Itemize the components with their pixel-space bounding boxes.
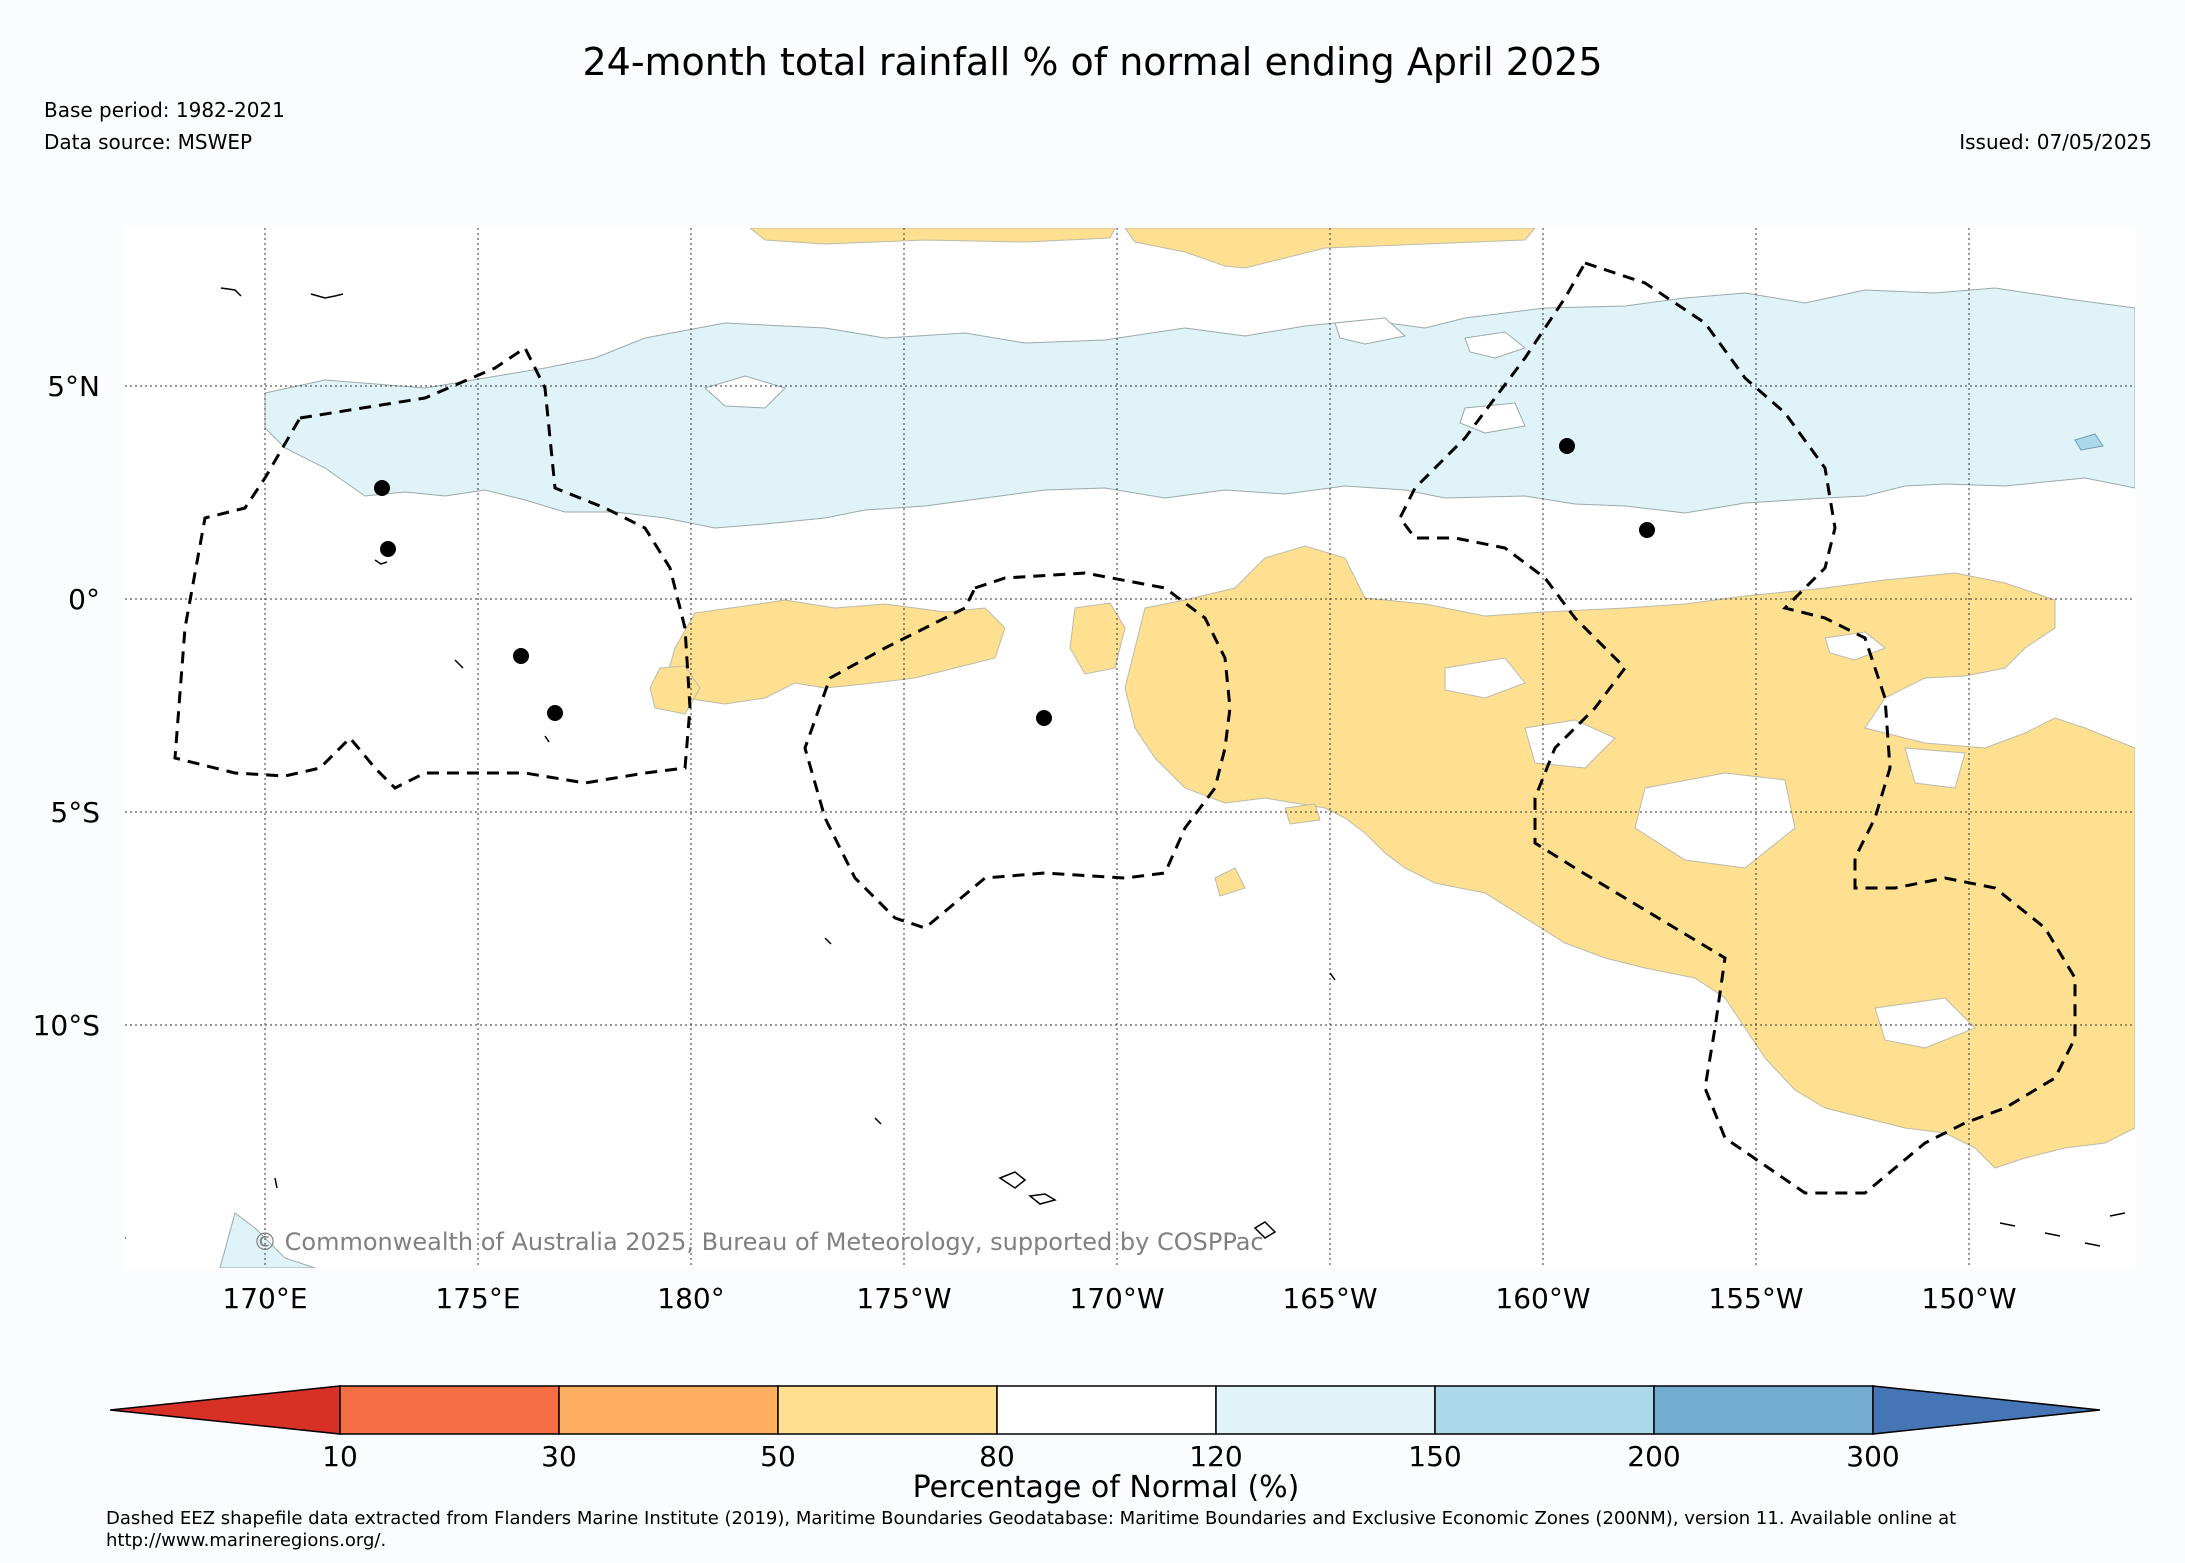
station-marker [1639,522,1655,538]
colorbar-tick: 30 [541,1440,577,1473]
dry-hole-4 [1634,772,1796,869]
station-marker [547,705,563,721]
colorbar-bin [558,1385,779,1435]
dry-hole-6 [1874,997,1976,1049]
lon-label-160w: 160°W [1495,1282,1591,1315]
rainfall-map [125,228,2135,1268]
stations [374,438,1655,726]
lon-label-170e: 170°E [222,1282,308,1315]
colorbar-tick: 150 [1408,1440,1462,1473]
colorbar [109,1382,2101,1438]
wet-spot-150-200 [2074,433,2104,451]
lon-label-180: 180° [657,1282,725,1315]
colorbar-bin [1434,1385,1655,1435]
colorbar-bin [1215,1385,1436,1435]
band-hole-3 [1459,402,1526,434]
station-marker [513,648,529,664]
station-marker [374,480,390,496]
lat-label-5s: 5°S [50,796,100,829]
eez-boundaries [173,261,2077,1195]
gridlines [125,228,2135,1268]
colorbar-title: Percentage of Normal (%) [912,1470,1300,1505]
colorbar-tick: 50 [760,1440,796,1473]
colorbar-tick: 10 [322,1440,358,1473]
issued-date: Issued: 07/05/2025 [1959,130,2152,154]
colorbar-tick: 80 [979,1440,1015,1473]
dry-hole-2 [1524,719,1616,769]
base-period: Base period: 1982-2021 [44,98,285,122]
map-title: 24-month total rainfall % of normal endi… [582,40,1603,84]
colorbar-bin [339,1385,560,1435]
colorbar-bin [1653,1385,1874,1435]
dry-patch-small-2 [1284,803,1321,825]
station-marker [380,541,396,557]
lon-label-175e: 175°E [435,1282,521,1315]
island-outlines [125,287,2126,1247]
station-marker [1559,438,1575,454]
wet-patch-sw [219,1212,316,1268]
wet-band-120-150-north [264,287,2135,529]
band-hole-2 [1464,331,1527,359]
colorbar-tick: 200 [1627,1440,1681,1473]
station-marker [1036,710,1052,726]
dry-hole-1 [1444,657,1526,699]
lat-label-10s: 10°S [32,1009,100,1042]
band-hole-4 [1334,317,1407,345]
footnote: Dashed EEZ shapefile data extracted from… [106,1508,1957,1551]
copyright-notice: © Commonwealth of Australia 2025, Bureau… [253,1228,1264,1256]
colorbar-extend-high [1872,1385,2101,1435]
dry-strip-top-1 [749,228,1116,245]
dry-patch-small-1 [1214,867,1246,897]
lat-label-5n: 5°N [47,370,100,403]
colorbar-bin [777,1385,998,1435]
lon-label-155w: 155°W [1708,1282,1804,1315]
colorbar-bin [996,1385,1217,1435]
dry-patch-mid [1069,602,1126,675]
lon-label-150w: 150°W [1921,1282,2017,1315]
colorbar-tick: 300 [1846,1440,1900,1473]
lon-label-165w: 165°W [1282,1282,1378,1315]
dry-strip-top-2 [1124,228,1536,269]
lat-label-0: 0° [68,583,100,616]
lon-label-170w: 170°W [1069,1282,1165,1315]
band-hole-1 [704,375,786,409]
colorbar-extend-low [109,1385,341,1435]
dry-hole-5 [1904,747,1966,789]
lon-label-175w: 175°W [856,1282,952,1315]
data-source: Data source: MSWEP [44,130,253,154]
colorbar-tick: 120 [1189,1440,1243,1473]
